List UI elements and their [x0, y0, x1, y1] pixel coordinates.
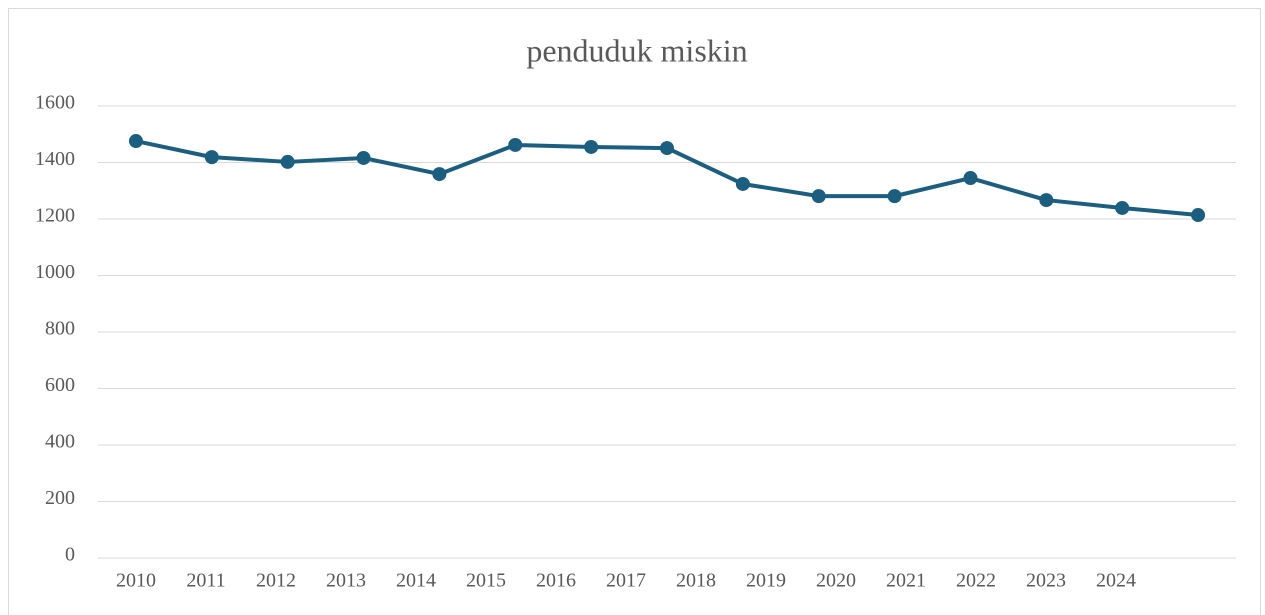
- y-tick-label: 1000: [35, 261, 75, 283]
- data-point: [735, 176, 750, 191]
- x-tick-label: 2024: [1096, 570, 1136, 592]
- data-point: [128, 134, 143, 149]
- x-tick-label: 2023: [1026, 570, 1066, 592]
- chart-border: [8, 8, 1261, 615]
- x-tick-label: 2010: [116, 570, 156, 592]
- y-tick-label: 400: [45, 431, 75, 453]
- data-point: [280, 154, 295, 169]
- x-tick-label: 2014: [396, 570, 436, 592]
- y-tick-label: 1400: [35, 148, 75, 170]
- y-tick-label: 1600: [35, 92, 75, 114]
- data-point: [508, 137, 523, 152]
- data-point: [963, 171, 978, 186]
- x-tick-label: 2015: [466, 570, 506, 592]
- x-tick-label: 2022: [956, 570, 996, 592]
- data-point: [887, 189, 902, 204]
- x-tick-label: 2021: [886, 570, 926, 592]
- x-tick-label: 2011: [186, 570, 225, 592]
- x-tick-label: 2012: [256, 570, 296, 592]
- chart-title: penduduk miskin: [526, 32, 747, 68]
- y-tick-label: 1200: [35, 205, 75, 227]
- data-point: [1115, 200, 1130, 215]
- data-point: [356, 150, 371, 165]
- x-tick-label: 2019: [746, 570, 786, 592]
- data-point: [1191, 208, 1206, 223]
- data-point: [811, 189, 826, 204]
- y-tick-label: 600: [45, 374, 75, 396]
- data-point: [1039, 193, 1054, 208]
- y-tick-label: 200: [45, 487, 75, 509]
- x-tick-label: 2013: [326, 570, 366, 592]
- data-point: [584, 139, 599, 154]
- y-tick-label: 800: [45, 318, 75, 340]
- x-tick-label: 2016: [536, 570, 576, 592]
- x-tick-label: 2018: [676, 570, 716, 592]
- x-tick-label: 2017: [606, 570, 646, 592]
- data-point: [660, 141, 674, 156]
- y-tick-label: 0: [65, 544, 75, 566]
- data-point: [432, 167, 447, 182]
- data-point: [204, 150, 219, 165]
- x-tick-label: 2020: [816, 570, 856, 592]
